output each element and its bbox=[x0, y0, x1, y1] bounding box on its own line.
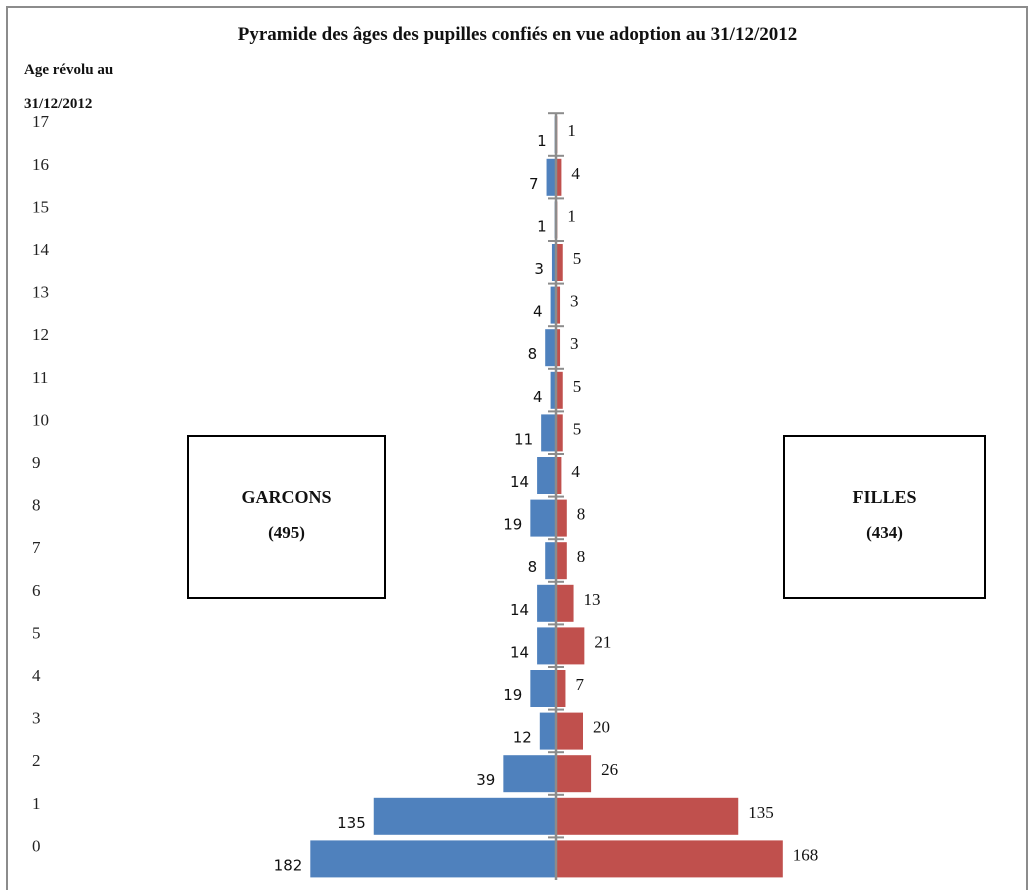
bar-boys-13 bbox=[550, 286, 556, 324]
age-tick-label: 2 bbox=[32, 751, 41, 770]
value-label-boys: 19 bbox=[503, 686, 522, 704]
age-tick-label: 12 bbox=[32, 325, 49, 344]
value-label-boys: 4 bbox=[533, 388, 543, 406]
value-label-girls: 8 bbox=[577, 547, 586, 566]
value-label-girls: 5 bbox=[573, 419, 582, 438]
girls-label: FILLES bbox=[852, 487, 917, 507]
value-label-boys: 4 bbox=[533, 303, 543, 321]
age-tick-label: 1 bbox=[32, 794, 41, 813]
bar-girls-1 bbox=[556, 797, 739, 835]
bar-boys-4 bbox=[530, 670, 556, 707]
value-label-boys: 1 bbox=[537, 217, 547, 235]
bar-boys-0 bbox=[310, 840, 556, 878]
value-label-boys: 39 bbox=[476, 771, 495, 789]
value-label-boys: 14 bbox=[510, 643, 529, 661]
value-label-girls: 7 bbox=[575, 675, 584, 694]
value-label-girls: 135 bbox=[748, 803, 774, 822]
bar-boys-6 bbox=[537, 584, 556, 622]
value-label-boys: 182 bbox=[274, 856, 303, 874]
value-label-girls: 3 bbox=[570, 334, 579, 353]
value-label-boys: 8 bbox=[528, 345, 538, 363]
bar-girls-3 bbox=[556, 712, 583, 750]
age-tick-label: 5 bbox=[32, 623, 41, 642]
bar-boys-11 bbox=[550, 371, 556, 409]
bar-girls-4 bbox=[556, 670, 566, 707]
age-tick-label: 15 bbox=[32, 197, 49, 216]
value-label-boys: 3 bbox=[534, 260, 544, 278]
bar-girls-10 bbox=[556, 414, 563, 452]
value-label-girls: 1 bbox=[567, 121, 576, 140]
bar-boys-2 bbox=[503, 755, 556, 793]
value-label-girls: 5 bbox=[573, 377, 582, 396]
value-label-girls: 168 bbox=[793, 845, 819, 864]
age-tick-label: 9 bbox=[32, 453, 41, 472]
value-label-boys: 8 bbox=[528, 558, 538, 576]
chart-title: Pyramide des âges des pupilles confiés e… bbox=[237, 24, 798, 45]
bar-boys-1 bbox=[373, 797, 556, 835]
age-tick-label: 0 bbox=[32, 836, 41, 855]
y-axis-label-line2: 31/12/2012 bbox=[24, 96, 93, 112]
age-tick-label: 17 bbox=[32, 112, 50, 131]
age-tick-label: 8 bbox=[32, 496, 41, 515]
bar-boys-9 bbox=[537, 457, 556, 494]
bar-girls-5 bbox=[556, 627, 585, 665]
value-label-girls: 8 bbox=[577, 505, 586, 524]
value-label-girls: 1 bbox=[567, 206, 576, 225]
value-label-girls: 4 bbox=[571, 164, 580, 183]
value-label-boys: 11 bbox=[514, 430, 533, 448]
value-label-boys: 7 bbox=[529, 175, 539, 193]
y-axis-label-line1: Age révolu au bbox=[24, 62, 114, 78]
boys-legend-box: GARCONS (495) bbox=[187, 435, 386, 599]
bar-boys-12 bbox=[545, 329, 556, 367]
bar-boys-14 bbox=[551, 244, 556, 281]
age-tick-label: 3 bbox=[32, 709, 41, 728]
bar-girls-6 bbox=[556, 584, 574, 622]
bar-boys-5 bbox=[537, 627, 556, 665]
bar-boys-7 bbox=[545, 542, 556, 580]
value-label-boys: 14 bbox=[510, 601, 529, 619]
bar-boys-10 bbox=[541, 414, 556, 452]
value-label-girls: 21 bbox=[594, 632, 611, 651]
bar-girls-16 bbox=[556, 158, 562, 196]
bar-girls-9 bbox=[556, 457, 562, 494]
boys-total: (495) bbox=[268, 523, 305, 542]
age-tick-label: 4 bbox=[32, 666, 41, 685]
age-tick-label: 10 bbox=[32, 410, 49, 429]
value-label-girls: 4 bbox=[571, 462, 580, 481]
chart-frame bbox=[6, 6, 1028, 890]
bar-girls-2 bbox=[556, 755, 592, 793]
age-tick-label: 7 bbox=[32, 538, 41, 557]
age-tick-label: 11 bbox=[32, 368, 48, 387]
bar-girls-13 bbox=[556, 286, 561, 324]
value-label-girls: 3 bbox=[570, 292, 579, 311]
value-label-boys: 14 bbox=[510, 473, 529, 491]
value-label-girls: 20 bbox=[593, 718, 610, 737]
bar-boys-16 bbox=[546, 158, 556, 196]
age-tick-label: 6 bbox=[32, 581, 41, 600]
boys-label: GARCONS bbox=[241, 487, 332, 507]
bar-girls-0 bbox=[556, 840, 783, 878]
age-tick-label: 13 bbox=[32, 283, 49, 302]
bar-girls-14 bbox=[556, 244, 563, 281]
age-tick-label: 16 bbox=[32, 155, 49, 174]
value-label-boys: 1 bbox=[537, 132, 547, 150]
value-label-boys: 12 bbox=[513, 729, 532, 747]
value-label-boys: 19 bbox=[503, 516, 522, 534]
bar-girls-12 bbox=[556, 329, 561, 367]
value-label-girls: 13 bbox=[584, 590, 601, 609]
girls-legend-box: FILLES (434) bbox=[783, 435, 986, 599]
bar-boys-8 bbox=[530, 499, 556, 537]
bar-boys-3 bbox=[539, 712, 556, 750]
value-label-girls: 5 bbox=[573, 249, 582, 268]
girls-total: (434) bbox=[866, 523, 903, 542]
age-tick-label: 14 bbox=[32, 240, 50, 259]
bar-girls-11 bbox=[556, 371, 563, 409]
bar-girls-7 bbox=[556, 542, 567, 580]
value-label-girls: 26 bbox=[601, 760, 618, 779]
bar-girls-8 bbox=[556, 499, 567, 537]
value-label-boys: 135 bbox=[337, 814, 366, 832]
